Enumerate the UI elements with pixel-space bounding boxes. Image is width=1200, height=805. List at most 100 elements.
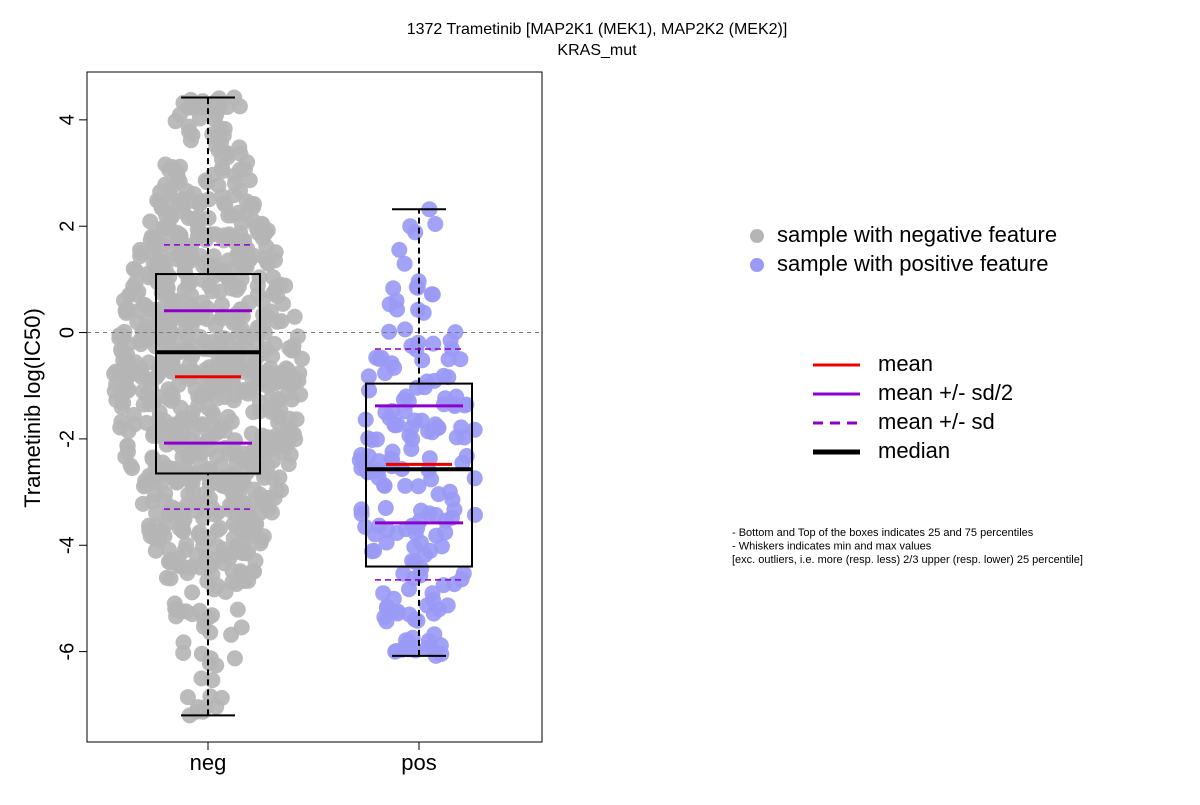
data-point-pos: [455, 565, 472, 582]
data-point-neg: [224, 573, 241, 590]
data-point-neg: [176, 282, 193, 299]
box-layer: [155, 96, 473, 717]
notes-layer: - Bottom and Top of the boxes indicates …: [732, 527, 1083, 566]
data-point-neg: [164, 360, 181, 377]
data-point-pos: [403, 337, 420, 354]
data-point-neg: [147, 542, 164, 559]
x-tick-label-neg: neg: [190, 750, 227, 775]
data-point-neg: [179, 327, 196, 343]
data-point-pos: [395, 391, 412, 408]
data-point-neg: [237, 205, 254, 222]
y-axis-label: Trametinib log(IC50): [20, 308, 45, 508]
data-point-neg: [186, 186, 203, 203]
y-tick-label: -4: [56, 536, 78, 554]
data-point-pos: [378, 613, 395, 630]
data-point-pos: [385, 590, 402, 607]
data-point-neg: [175, 634, 192, 651]
data-point-neg: [137, 297, 154, 314]
data-point-pos: [366, 542, 383, 559]
x-tick-label-pos: pos: [401, 750, 436, 775]
data-point-neg: [187, 494, 204, 511]
data-point-neg: [235, 545, 252, 562]
data-point-pos: [389, 605, 406, 622]
data-point-pos: [396, 255, 413, 272]
data-point-neg: [141, 522, 158, 539]
data-point-neg: [227, 432, 243, 449]
data-point-neg: [213, 419, 230, 436]
data-point-neg: [231, 98, 248, 115]
data-point-neg: [237, 506, 254, 523]
data-point-neg: [153, 200, 170, 217]
data-point-neg: [157, 274, 174, 291]
data-point-neg: [175, 424, 192, 441]
data-point-neg: [271, 429, 288, 446]
data-point-neg: [139, 266, 156, 282]
data-point-neg: [218, 468, 235, 485]
data-point-pos: [373, 349, 390, 366]
y-tick-label: 4: [56, 114, 78, 125]
data-point-neg: [229, 601, 246, 618]
data-point-neg: [271, 469, 288, 486]
axis-layer: -6 -4 -2 0 2 4 neg pos: [56, 71, 543, 775]
data-point-pos: [391, 241, 408, 258]
data-point-neg: [246, 481, 262, 498]
data-point-neg: [199, 432, 216, 449]
data-point-neg: [248, 218, 265, 235]
data-point-neg: [124, 460, 141, 477]
data-point-pos: [413, 560, 430, 577]
data-point-pos: [363, 432, 380, 448]
data-point-pos: [413, 412, 430, 429]
data-point-pos: [367, 526, 383, 543]
data-point-neg: [176, 256, 193, 273]
data-point-pos: [381, 296, 398, 313]
data-point-pos: [447, 396, 463, 413]
data-point-neg: [150, 317, 167, 334]
data-point-neg: [237, 161, 253, 178]
data-point-neg: [150, 329, 167, 346]
y-tick-label: 0: [56, 327, 78, 338]
data-point-neg: [197, 361, 214, 378]
data-point-neg: [206, 97, 223, 114]
data-point-pos: [361, 382, 377, 399]
data-point-neg: [269, 313, 286, 330]
data-point-neg: [201, 475, 218, 492]
data-point-pos: [440, 351, 457, 368]
data-point-neg: [213, 689, 230, 706]
legend-line-label: mean: [878, 351, 933, 376]
data-point-neg: [117, 302, 134, 319]
data-point-pos: [376, 477, 393, 494]
data-point-pos: [435, 577, 452, 594]
data-point-pos: [387, 417, 404, 434]
data-point-neg: [172, 158, 188, 175]
data-point-neg: [245, 442, 262, 459]
data-point-pos: [452, 351, 469, 368]
data-point-neg: [227, 175, 243, 192]
data-point-neg: [111, 327, 128, 344]
data-point-neg: [173, 191, 190, 208]
plot-frame: [86, 71, 543, 743]
data-point-neg: [133, 244, 150, 261]
data-point-pos: [378, 534, 395, 551]
data-point-neg: [115, 395, 132, 411]
data-point-neg: [182, 299, 199, 316]
data-point-neg: [283, 377, 299, 394]
data-point-neg: [184, 474, 201, 491]
data-point-neg: [146, 228, 163, 245]
data-point-neg: [130, 283, 147, 300]
data-point-neg: [144, 493, 161, 510]
data-point-neg: [168, 474, 185, 491]
data-point-neg: [201, 557, 218, 574]
data-point-neg: [206, 257, 223, 274]
data-point-neg: [179, 689, 196, 706]
data-point-neg: [241, 294, 258, 311]
y-tick-label: 2: [56, 221, 78, 232]
data-point-neg: [167, 600, 184, 617]
data-point-neg: [191, 524, 208, 541]
data-point-pos: [430, 419, 446, 436]
chart-title: 1372 Trametinib [MAP2K1 (MEK1), MAP2K2 (…: [407, 21, 788, 38]
data-point-pos: [439, 597, 456, 614]
data-point-neg: [142, 213, 159, 230]
data-point-neg: [169, 232, 186, 249]
data-point-pos: [402, 218, 419, 235]
data-point-neg: [274, 364, 290, 381]
